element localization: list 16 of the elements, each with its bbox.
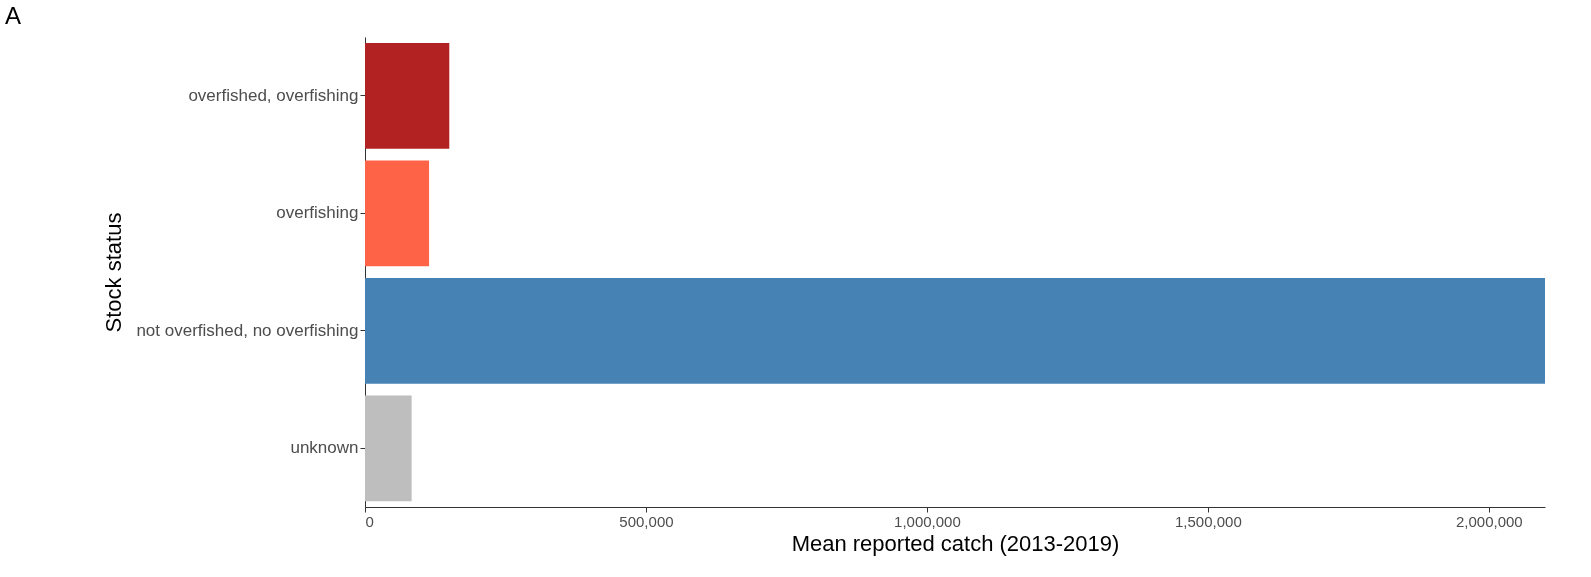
x-tick-label: 1,500,000 — [1174, 512, 1242, 530]
y-tick-label: unknown — [290, 438, 359, 458]
y-tick-label: not overfished, no overfishing — [136, 320, 359, 340]
x-tick-label: 0 — [365, 512, 374, 530]
y-tick-label: overfishing — [276, 203, 359, 223]
bar — [365, 42, 450, 149]
x-axis-title: Mean reported catch (2013-2019) — [791, 530, 1120, 556]
x-tick-label: 2,000,000 — [1455, 512, 1523, 530]
y-axis-title: Stock status — [100, 212, 126, 333]
bar — [365, 160, 430, 267]
bar — [365, 277, 1545, 384]
y-tick-label: overfished, overfishing — [188, 85, 359, 105]
x-tick-label: 1,000,000 — [894, 512, 961, 530]
text: A — [5, 2, 22, 29]
bar — [365, 395, 412, 502]
x-tick-label: 500,000 — [619, 512, 674, 530]
